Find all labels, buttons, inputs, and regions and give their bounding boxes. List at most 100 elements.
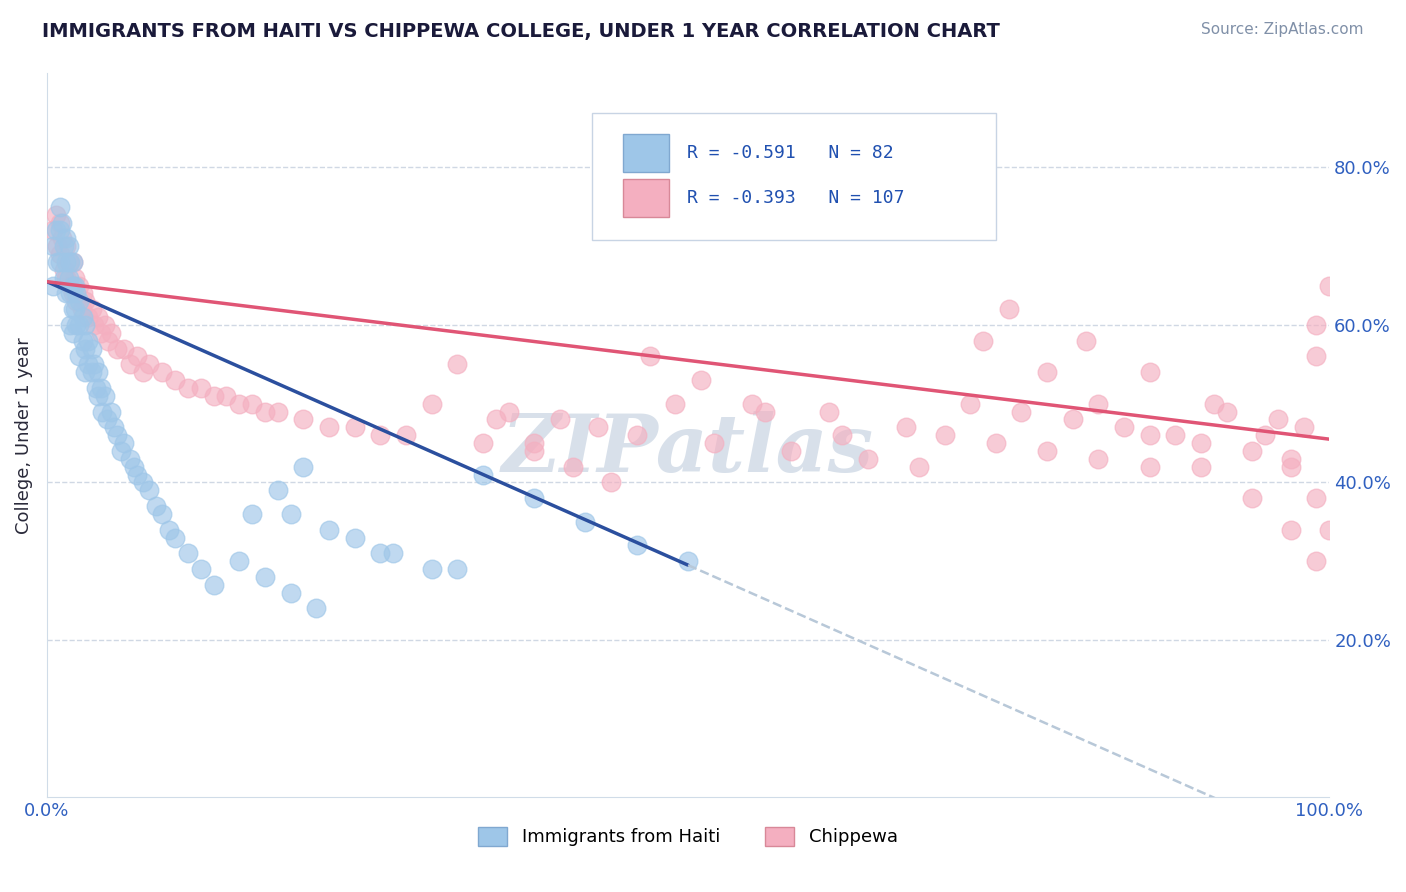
Point <box>228 397 250 411</box>
Point <box>145 499 167 513</box>
Point <box>83 357 105 371</box>
Point <box>51 216 73 230</box>
Point <box>67 278 90 293</box>
Point <box>96 412 118 426</box>
Point <box>93 318 115 332</box>
Point <box>1305 491 1327 506</box>
Point <box>1112 420 1135 434</box>
Point <box>690 373 713 387</box>
Point <box>523 444 546 458</box>
Point <box>934 428 956 442</box>
Point <box>90 326 112 340</box>
Point <box>87 310 110 324</box>
Point <box>548 412 571 426</box>
Point <box>267 404 290 418</box>
Point <box>67 294 90 309</box>
Point <box>62 278 84 293</box>
Point <box>292 412 315 426</box>
Point <box>42 223 65 237</box>
Point <box>894 420 917 434</box>
Point <box>45 208 67 222</box>
Point <box>202 578 225 592</box>
Point <box>676 554 699 568</box>
Point <box>1279 451 1302 466</box>
Point <box>100 326 122 340</box>
Point <box>120 357 142 371</box>
Point <box>523 491 546 506</box>
Point <box>959 397 981 411</box>
Point <box>1279 459 1302 474</box>
Point <box>997 302 1019 317</box>
Point <box>125 467 148 482</box>
Point <box>72 334 94 348</box>
Point <box>253 570 276 584</box>
Point <box>446 562 468 576</box>
Point <box>103 420 125 434</box>
Point <box>48 216 70 230</box>
Point <box>77 310 100 324</box>
Text: Source: ZipAtlas.com: Source: ZipAtlas.com <box>1201 22 1364 37</box>
Point <box>1215 404 1237 418</box>
Point <box>267 483 290 498</box>
Point <box>93 389 115 403</box>
Point <box>420 397 443 411</box>
Point <box>75 294 97 309</box>
Point <box>91 404 114 418</box>
Point <box>523 436 546 450</box>
Point <box>1292 420 1315 434</box>
Point <box>107 342 129 356</box>
Point <box>1164 428 1187 442</box>
Point <box>202 389 225 403</box>
Point <box>626 539 648 553</box>
FancyBboxPatch shape <box>592 112 995 240</box>
Point <box>132 365 155 379</box>
Point <box>600 475 623 490</box>
Point <box>65 318 87 332</box>
Point <box>664 397 686 411</box>
Point <box>87 389 110 403</box>
Point <box>83 318 105 332</box>
Text: R = -0.591   N = 82: R = -0.591 N = 82 <box>686 144 893 161</box>
Point <box>122 459 145 474</box>
Point <box>77 334 100 348</box>
Point <box>65 294 87 309</box>
Point <box>90 381 112 395</box>
Point <box>318 420 340 434</box>
Point <box>42 239 65 253</box>
Point <box>1087 451 1109 466</box>
Point <box>215 389 238 403</box>
Point <box>292 459 315 474</box>
Point <box>75 365 97 379</box>
Point <box>1305 318 1327 332</box>
Point <box>59 278 82 293</box>
Point <box>1241 444 1264 458</box>
Point <box>1254 428 1277 442</box>
Point <box>59 318 82 332</box>
Point <box>46 255 69 269</box>
Point <box>138 357 160 371</box>
Point <box>51 231 73 245</box>
Point <box>471 436 494 450</box>
Point <box>1267 412 1289 426</box>
Point <box>52 239 75 253</box>
Y-axis label: College, Under 1 year: College, Under 1 year <box>15 337 32 533</box>
Point <box>42 278 65 293</box>
Point <box>368 428 391 442</box>
Point <box>70 302 93 317</box>
Point <box>63 278 86 293</box>
Point <box>59 255 82 269</box>
Point <box>177 546 200 560</box>
Point <box>972 334 994 348</box>
Point <box>138 483 160 498</box>
Point <box>703 436 725 450</box>
Point <box>120 451 142 466</box>
Point <box>55 270 77 285</box>
Point <box>165 373 187 387</box>
Point <box>1317 523 1340 537</box>
Point <box>228 554 250 568</box>
Point <box>638 350 661 364</box>
Point <box>125 350 148 364</box>
Point <box>305 601 328 615</box>
Point <box>80 365 103 379</box>
Point <box>856 451 879 466</box>
